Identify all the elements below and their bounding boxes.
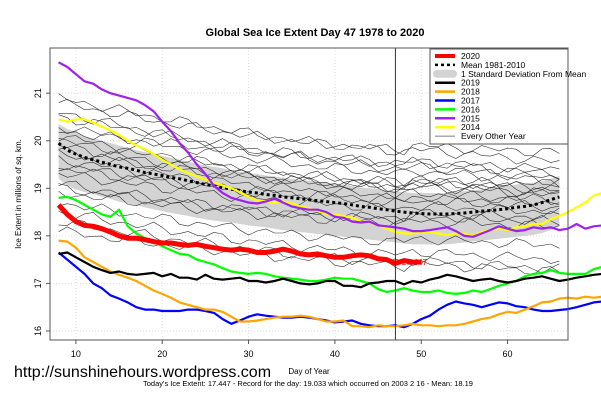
current-value-label: 17.447 [401, 257, 427, 267]
other-year-line [58, 191, 560, 229]
y-axis-label: Ice Extent in millions of sq. km. [14, 139, 23, 249]
other-year-line [58, 168, 560, 206]
series-line-mean-1981-2010 [57, 141, 560, 216]
series-line-2018 [58, 239, 601, 329]
x-tick-label: 10 [71, 349, 81, 359]
y-tick-label: 18 [33, 231, 43, 241]
other-year-line [58, 180, 560, 222]
y-tick-label: 20 [33, 136, 43, 146]
other-year-line [58, 144, 560, 198]
series-lines [56, 61, 601, 329]
legend-label: 2015 [461, 113, 480, 123]
plot-frame [49, 47, 569, 341]
other-year-line [58, 138, 560, 195]
x-axis: 10 20 30 40 50 60 [71, 340, 513, 359]
y-tick-label: 16 [33, 326, 43, 336]
other-year-line [58, 93, 560, 165]
legend-label: 2019 [461, 78, 480, 88]
other-year-line [58, 131, 560, 173]
x-tick-label: 40 [330, 349, 340, 359]
x-axis-label: Day of Year [288, 367, 330, 376]
x-tick-label: 50 [416, 349, 426, 359]
other-year-line [58, 126, 560, 186]
other-year-line [58, 155, 560, 205]
other-year-line [58, 149, 560, 197]
y-tick-label: 17 [33, 278, 43, 288]
legend-label: 2020 [461, 51, 480, 61]
legend-label: 1 Standard Deviation From Mean [461, 69, 586, 79]
other-year-line [58, 98, 560, 156]
x-tick-label: 60 [503, 349, 513, 359]
series-line-2019 [58, 251, 601, 289]
series-line-2015 [58, 61, 601, 238]
legend-swatch-band [433, 69, 457, 78]
y-tick-label: 21 [33, 88, 43, 98]
other-year-line [58, 210, 560, 264]
other-year-line [58, 146, 560, 190]
x-tick-label: 30 [244, 349, 254, 359]
other-year-line [58, 113, 560, 181]
y-axis: 16 17 18 19 20 21 [33, 88, 50, 336]
legend-label: 2016 [461, 104, 480, 114]
legend-label: 2017 [461, 96, 480, 106]
x-tick-label: 20 [157, 349, 167, 359]
other-year-line [58, 183, 560, 226]
footer-stats: Today's Ice Extent: 17.447 - Record for … [143, 379, 473, 388]
other-year-line [58, 226, 560, 275]
other-year-line [58, 203, 560, 249]
other-year-line [58, 114, 560, 180]
y-tick-label: 19 [33, 183, 43, 193]
legend-label: Mean 1981-2010 [461, 60, 526, 70]
legend-label: 2014 [461, 122, 480, 132]
series-line-2017 [57, 251, 601, 329]
series-line-2020 [56, 203, 422, 266]
legend-label: Every Other Year [461, 131, 526, 141]
source-url: http://sunshinehours.wordpress.com [14, 364, 271, 381]
chart-title: Global Sea Ice Extent Day 47 1978 to 202… [206, 27, 425, 39]
legend-label: 2018 [461, 87, 480, 97]
